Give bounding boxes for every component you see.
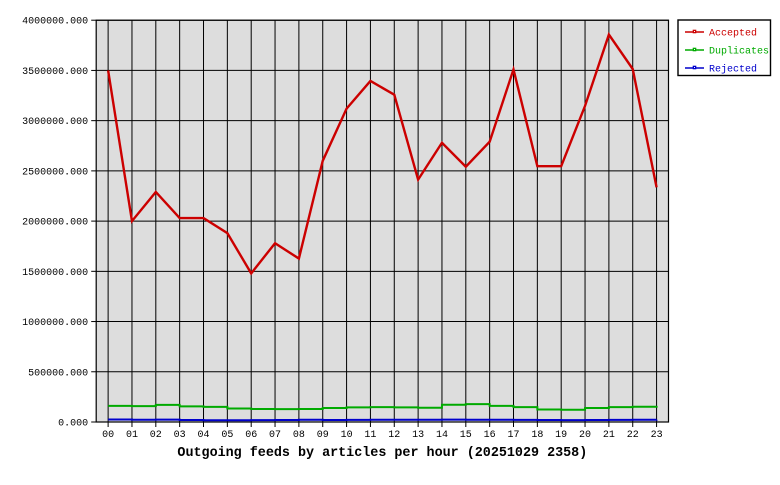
svg-text:3000000.000: 3000000.000 [22,117,88,128]
svg-text:06: 06 [245,430,257,441]
svg-text:1500000.000: 1500000.000 [22,268,88,279]
svg-text:01: 01 [126,430,138,441]
svg-text:1000000.000: 1000000.000 [22,318,88,329]
svg-text:02: 02 [150,430,162,441]
svg-text:11: 11 [364,430,376,441]
svg-text:Accepted: Accepted [709,28,757,40]
svg-text:20: 20 [579,430,591,441]
svg-text:13: 13 [412,430,424,441]
svg-text:08: 08 [293,430,305,441]
svg-text:18: 18 [531,430,543,441]
svg-text:19: 19 [555,430,567,441]
svg-text:2000000.000: 2000000.000 [22,218,88,229]
svg-text:09: 09 [317,430,329,441]
svg-text:4000000.000: 4000000.000 [22,17,88,28]
svg-text:10: 10 [341,430,353,441]
svg-text:05: 05 [221,430,233,441]
svg-text:Duplicates: Duplicates [709,46,769,58]
svg-text:00: 00 [102,430,114,441]
svg-text:07: 07 [269,430,281,441]
svg-text:22: 22 [627,430,639,441]
svg-text:500000.000: 500000.000 [28,368,88,379]
svg-text:Outgoing feeds by articles per: Outgoing feeds by articles per hour (202… [177,446,587,461]
svg-text:03: 03 [174,430,186,441]
svg-text:Rejected: Rejected [709,64,757,76]
svg-text:3500000.000: 3500000.000 [22,67,88,78]
svg-text:15: 15 [460,430,472,441]
svg-text:17: 17 [507,430,519,441]
svg-text:14: 14 [436,430,448,441]
svg-text:2500000.000: 2500000.000 [22,167,88,178]
svg-text:12: 12 [388,430,400,441]
svg-text:0.000: 0.000 [58,419,88,430]
svg-text:04: 04 [198,430,210,441]
svg-text:23: 23 [651,430,663,441]
svg-text:21: 21 [603,430,615,441]
svg-text:16: 16 [484,430,496,441]
